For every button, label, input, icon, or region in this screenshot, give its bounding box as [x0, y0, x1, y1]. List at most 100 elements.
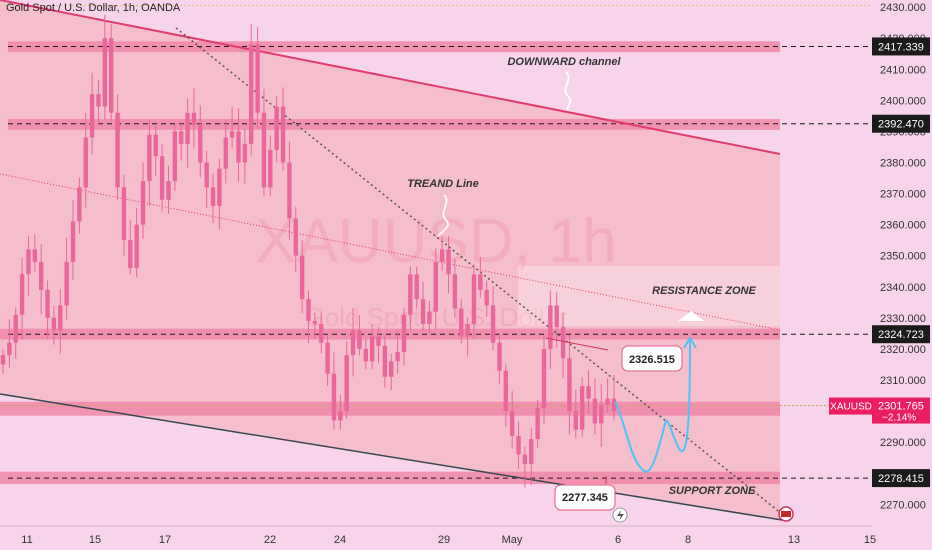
chart-title: Gold Spot / U.S. Dollar, 1h, OANDA	[6, 2, 181, 14]
x-tick-label: 29	[438, 534, 450, 546]
current-price-change: −2.14%	[882, 413, 916, 424]
candle-body	[465, 324, 470, 337]
candle-body	[567, 358, 572, 412]
channel-fill	[0, 0, 780, 520]
candle-body	[287, 162, 292, 219]
current-price-value: 2301.765	[878, 401, 924, 413]
target-marker	[678, 311, 704, 321]
callout-low-box	[554, 484, 616, 511]
candle-body	[509, 411, 515, 436]
x-tick-label: 24	[334, 534, 346, 546]
candle-body	[58, 305, 63, 331]
price-label-box	[872, 325, 930, 344]
price-label-value: 2392.470	[878, 119, 924, 131]
y-tick-label: 2310.000	[880, 375, 926, 387]
candle-body	[427, 311, 432, 325]
candle-body	[19, 274, 25, 315]
candle-body	[599, 404, 604, 424]
candle-body	[554, 305, 559, 328]
candle-body	[408, 274, 413, 315]
candle-body	[268, 150, 273, 188]
candle-body	[153, 134, 158, 157]
candle-body	[433, 261, 438, 312]
candle-body	[191, 112, 197, 126]
candle-body	[376, 336, 381, 346]
candle-body	[261, 112, 267, 188]
candle-body	[325, 342, 330, 374]
candle-body	[242, 143, 248, 163]
candle-body	[293, 218, 298, 256]
candle-body	[140, 181, 146, 225]
candle-body	[338, 411, 343, 421]
x-axis-bg	[0, 526, 872, 550]
candle-body	[439, 249, 445, 262]
y-tick-label: 2380.000	[880, 157, 926, 169]
candle-body	[147, 134, 152, 182]
y-tick-label: 2410.000	[880, 64, 926, 76]
candle-body	[51, 317, 57, 331]
candle-body	[459, 308, 464, 337]
candle-body	[172, 131, 178, 182]
candle-body	[478, 274, 483, 290]
candle-body	[210, 187, 216, 206]
candle-body	[70, 221, 76, 262]
candle-body	[217, 168, 222, 206]
candle-body	[255, 44, 260, 113]
annotation-support: SUPPORT ZONE	[669, 485, 756, 497]
candle-body	[312, 320, 318, 325]
resistance-zone-box	[518, 266, 780, 326]
price-label-box	[872, 114, 930, 133]
candle-body	[382, 345, 388, 377]
candle-body	[516, 435, 521, 455]
candle-body	[102, 38, 108, 107]
candle-body	[395, 352, 400, 362]
candle-body	[159, 156, 165, 200]
candle-body	[579, 386, 585, 430]
candle-body	[344, 355, 349, 412]
y-tick-label: 2340.000	[880, 282, 926, 294]
candle-body	[204, 162, 209, 188]
price-label-value: 2417.339	[878, 41, 924, 53]
candle-body	[471, 274, 477, 325]
y-tick-label: 2360.000	[880, 220, 926, 232]
candle-body	[363, 348, 368, 362]
candle-body	[77, 187, 82, 222]
candle-body	[83, 137, 88, 188]
price-label-value: 2278.415	[878, 473, 924, 485]
x-tick-label: May	[502, 534, 523, 546]
candle-body	[7, 342, 12, 356]
candle-body	[236, 131, 241, 163]
candle-body	[522, 454, 528, 464]
y-axis-bg	[872, 0, 932, 550]
x-tick-label: 11	[21, 534, 32, 546]
annotation-resistance: RESISTANCE ZONE	[652, 285, 756, 297]
channel-top-line	[0, 0, 781, 155]
y-tick-label: 2350.000	[880, 251, 926, 263]
annotation-channel-arrow	[564, 71, 572, 111]
x-tick-label: 8	[685, 534, 691, 546]
x-tick-label: 15	[89, 534, 101, 546]
candle-body	[96, 94, 101, 107]
candle-body	[274, 106, 279, 151]
candle-body	[586, 386, 591, 399]
candle-body	[535, 407, 540, 439]
candle-body	[490, 305, 496, 343]
x-tick-label: 22	[264, 534, 276, 546]
annotation-channel: DOWNWARD channel	[507, 56, 621, 68]
candle-body	[280, 106, 286, 163]
candle-body	[497, 342, 502, 371]
candle-body	[45, 289, 50, 318]
x-tick-label: 13	[788, 534, 800, 546]
candle-body	[134, 224, 139, 269]
candle-body	[420, 299, 426, 325]
candle-body	[115, 112, 120, 188]
y-tick-label: 2270.000	[880, 499, 926, 511]
flash-icon-glyph	[617, 510, 624, 521]
candle-body	[560, 327, 566, 359]
candle-body	[452, 274, 458, 309]
candle-body	[611, 398, 617, 412]
candle-body	[592, 398, 598, 424]
projection-path	[614, 339, 691, 473]
